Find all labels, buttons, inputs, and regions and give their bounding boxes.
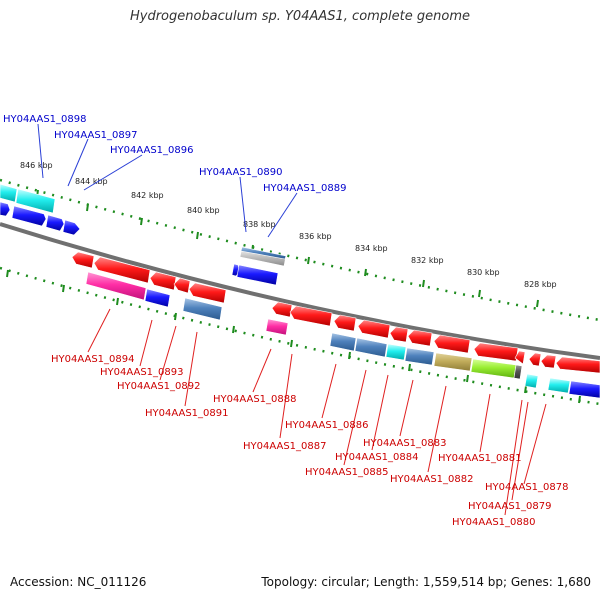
gene-feature[interactable] [265, 318, 289, 336]
gene-label[interactable]: HY04AAS1_0880 [452, 517, 535, 528]
gene-feature[interactable] [15, 188, 56, 214]
gene-feature[interactable] [568, 380, 600, 399]
gene-feature[interactable] [188, 282, 227, 304]
gene-feature[interactable] [433, 352, 473, 372]
gene-label[interactable]: HY04AAS1_0888 [213, 394, 296, 405]
gene-label[interactable]: HY04AAS1_0886 [285, 420, 368, 431]
scale-ticks [6, 189, 581, 404]
gene-feature[interactable] [389, 326, 409, 343]
gene-feature[interactable] [385, 343, 407, 361]
gene-label[interactable]: HY04AAS1_0890 [199, 167, 282, 178]
gene-feature[interactable] [333, 314, 357, 332]
gene-feature[interactable] [547, 377, 571, 394]
gene-feature[interactable] [473, 342, 519, 362]
forward-strand-genes [0, 183, 600, 399]
scale-label: 836 kbp [299, 232, 332, 241]
gene-label[interactable]: HY04AAS1_0887 [243, 441, 326, 452]
scale-label: 834 kbp [355, 244, 388, 253]
scale-label: 830 kbp [467, 268, 500, 277]
gene-feature[interactable] [357, 319, 391, 339]
gene-feature[interactable] [236, 264, 279, 286]
gene-label[interactable]: HY04AAS1_0894 [51, 354, 134, 365]
gene-label[interactable]: HY04AAS1_0896 [110, 145, 193, 156]
gene-feature[interactable] [513, 364, 523, 380]
gene-label[interactable]: HY04AAS1_0879 [468, 501, 551, 512]
gene-feature[interactable] [240, 246, 287, 260]
gene-label[interactable]: HY04AAS1_0882 [390, 474, 473, 485]
gene-feature[interactable] [528, 352, 542, 367]
scale-label: 844 kbp [75, 177, 108, 186]
gene-feature[interactable] [85, 271, 147, 301]
gene-label[interactable]: HY04AAS1_0897 [54, 130, 137, 141]
gene-label[interactable]: HY04AAS1_0884 [335, 452, 418, 463]
gene-feature[interactable] [514, 350, 526, 365]
gene-feature[interactable] [329, 332, 357, 352]
gene-feature[interactable] [433, 334, 471, 354]
gene-feature[interactable] [62, 219, 81, 236]
scale-label: 828 kbp [524, 280, 557, 289]
scale-label: 840 kbp [187, 206, 220, 215]
gene-feature[interactable] [289, 305, 333, 327]
gene-feature[interactable] [524, 373, 539, 389]
gene-feature[interactable] [182, 297, 223, 321]
scale-label: 838 kbp [243, 220, 276, 229]
gene-label[interactable]: HY04AAS1_0883 [363, 438, 446, 449]
gene-feature[interactable] [149, 271, 177, 291]
reverse-leaders [87, 308, 547, 516]
gene-feature[interactable] [540, 354, 557, 369]
genome-backbone [0, 222, 600, 360]
gene-label[interactable]: HY04AAS1_0892 [117, 381, 200, 392]
gene-label[interactable]: HY04AAS1_0898 [3, 114, 86, 125]
genome-summary-text: Topology: circular; Length: 1,559,514 bp… [261, 575, 591, 589]
map-title: Hydrogenobaculum sp. Y04AAS1, complete g… [129, 9, 471, 24]
gene-feature[interactable] [407, 329, 433, 347]
scale-label: 832 kbp [411, 256, 444, 265]
gene-feature[interactable] [555, 356, 600, 374]
gene-feature[interactable] [404, 347, 435, 366]
gene-label[interactable]: HY04AAS1_0885 [305, 467, 388, 478]
gene-label[interactable]: HY04AAS1_0891 [145, 408, 228, 419]
accession-text: Accession: NC_011126 [10, 575, 147, 589]
gene-feature[interactable] [93, 256, 151, 284]
gene-feature[interactable] [11, 205, 47, 227]
gene-label[interactable]: HY04AAS1_0881 [438, 453, 521, 464]
gene-feature[interactable] [71, 251, 95, 269]
gene-label[interactable]: HY04AAS1_0878 [485, 482, 568, 493]
gene-feature[interactable] [0, 183, 18, 203]
gene-feature[interactable] [0, 201, 11, 217]
gene-feature[interactable] [173, 277, 191, 294]
scale-label: 842 kbp [131, 191, 164, 200]
gene-feature[interactable] [470, 358, 517, 379]
gene-feature[interactable] [271, 301, 293, 318]
gene-label[interactable]: HY04AAS1_0889 [263, 183, 346, 194]
scale-label: 846 kbp [20, 161, 53, 170]
scale-track-inner [0, 266, 600, 406]
gene-feature[interactable] [354, 337, 388, 358]
gene-feature[interactable] [144, 288, 171, 308]
gene-feature[interactable] [45, 214, 65, 232]
reverse-strand-genes [71, 251, 600, 380]
forward-leaders [37, 123, 298, 238]
gene-label[interactable]: HY04AAS1_0893 [100, 367, 183, 378]
